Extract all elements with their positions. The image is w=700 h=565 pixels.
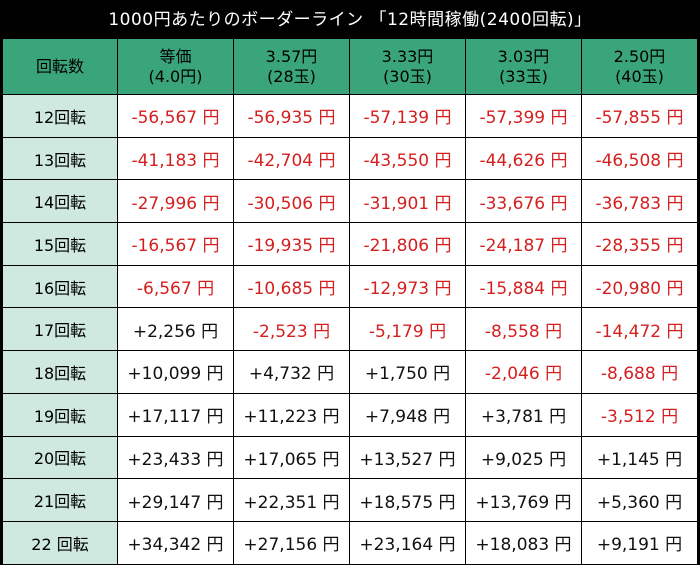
table-row: 16回転 -6,567 円 -10,685 円 -12,973 円 -15,884 円-…	[2, 264, 698, 309]
column-header-sub: (30玉)	[383, 66, 432, 86]
column-header-sub: (28玉)	[267, 66, 316, 86]
table-row: 13回転 -41,183 円 -42,704 円 -43,550 円 -44,626 円…	[2, 136, 698, 181]
value-cell: +27,156 円	[233, 520, 350, 565]
column-header-rate: 等価	[159, 46, 192, 66]
value-cell: -36,783 円	[581, 179, 698, 224]
value-cell: -12,973 円	[349, 264, 466, 309]
value-cell: -3,512 円	[581, 392, 698, 437]
value-cell: +1,145 円	[581, 435, 698, 480]
row-label-header: 回転数	[2, 38, 118, 95]
value-cell: +9,025 円	[465, 435, 582, 480]
value-cell: +4,732 円	[233, 350, 350, 394]
value-cell: +29,147 円	[117, 478, 234, 522]
value-cell: -43,550 円	[349, 136, 466, 181]
value-cell: -5,179 円	[349, 307, 466, 352]
value-cell: +7,948 円	[349, 392, 466, 437]
row-label: 17回転	[2, 307, 118, 352]
value-cell: +17,117 円	[117, 392, 234, 437]
table-row: 18回転 +10,099 円 +4,732 円 +1,750 円 -2,046 円 -8,…	[2, 350, 698, 394]
column-header-sub: (33玉)	[499, 66, 548, 86]
table-row: 19回転 +17,117 円 +11,223 円 +7,948 円 +3,781 円 -3…	[2, 392, 698, 437]
table-title: 1000円あたりのボーダーライン 「12時間稼働(2400回転)」	[2, 2, 698, 38]
value-cell: +5,360 円	[581, 478, 698, 522]
value-cell: +9,191 円	[581, 520, 698, 565]
value-cell: -56,567 円	[117, 94, 234, 138]
value-cell: -31,901 円	[349, 179, 466, 224]
column-header-rate: 2.50円	[613, 46, 666, 66]
header-row: 回転数 等価 (4.0円) 3.57円 (28玉) 3.33円 (30玉) 3.03円…	[2, 38, 698, 95]
value-cell: -27,996 円	[117, 179, 234, 224]
value-cell: -30,506 円	[233, 179, 350, 224]
value-cell: -14,472 円	[581, 307, 698, 352]
value-cell: +3,781 円	[465, 392, 582, 437]
value-cell: -42,704 円	[233, 136, 350, 181]
column-header-sub: (4.0円)	[148, 66, 203, 86]
value-cell: +11,223 円	[233, 392, 350, 437]
table-body: 12回転 -56,567 円 -56,935 円 -57,139 円 -57,399 円…	[2, 94, 698, 565]
table-row: 12回転 -56,567 円 -56,935 円 -57,139 円 -57,399 円…	[2, 94, 698, 138]
value-cell: -56,935 円	[233, 94, 350, 138]
column-header-equal-rate: 等価 (4.0円)	[117, 38, 234, 95]
value-cell: +23,433 円	[117, 435, 234, 480]
table-row: 22 回転 +34,342 円 +27,156 円 +23,164 円 +18,083 …	[2, 520, 698, 565]
border-line-table: 回転数 等価 (4.0円) 3.57円 (28玉) 3.33円 (30玉) 3.03円…	[2, 38, 698, 565]
row-label: 18回転	[2, 350, 118, 394]
value-cell: -19,935 円	[233, 222, 350, 266]
value-cell: -24,187 円	[465, 222, 582, 266]
value-cell: -16,567 円	[117, 222, 234, 266]
table-row: 17回転 +2,256 円 -2,523 円 -5,179 円 -8,558 円 -14,…	[2, 307, 698, 352]
value-cell: +10,099 円	[117, 350, 234, 394]
column-header-rate: 3.03円	[497, 46, 550, 66]
row-label: 12回転	[2, 94, 118, 138]
value-cell: -41,183 円	[117, 136, 234, 181]
value-cell: -8,688 円	[581, 350, 698, 394]
column-header-rate: 3.33円	[381, 46, 434, 66]
value-cell: -21,806 円	[349, 222, 466, 266]
row-label: 22 回転	[2, 520, 118, 565]
table-row: 15回転 -16,567 円 -19,935 円 -21,806 円 -24,187 円…	[2, 222, 698, 266]
column-header-3-03: 3.03円 (33玉)	[465, 38, 582, 95]
value-cell: -6,567 円	[117, 264, 234, 309]
value-cell: +18,083 円	[465, 520, 582, 565]
row-label: 19回転	[2, 392, 118, 437]
value-cell: -20,980 円	[581, 264, 698, 309]
column-header-rate: 3.57円	[265, 46, 318, 66]
value-cell: +1,750 円	[349, 350, 466, 394]
value-cell: -8,558 円	[465, 307, 582, 352]
row-label: 20回転	[2, 435, 118, 480]
value-cell: +23,164 円	[349, 520, 466, 565]
table-row: 21回転 +29,147 円 +22,351 円 +18,575 円 +13,769 円…	[2, 478, 698, 522]
column-header-sub: (40玉)	[615, 66, 664, 86]
value-cell: -57,399 円	[465, 94, 582, 138]
column-header-2-50: 2.50円 (40玉)	[581, 38, 698, 95]
value-cell: -2,046 円	[465, 350, 582, 394]
value-cell: -2,523 円	[233, 307, 350, 352]
column-header-3-57: 3.57円 (28玉)	[233, 38, 350, 95]
value-cell: -44,626 円	[465, 136, 582, 181]
value-cell: +22,351 円	[233, 478, 350, 522]
value-cell: -33,676 円	[465, 179, 582, 224]
row-label: 16回転	[2, 264, 118, 309]
value-cell: -28,355 円	[581, 222, 698, 266]
row-label: 14回転	[2, 179, 118, 224]
value-cell: -15,884 円	[465, 264, 582, 309]
row-label: 15回転	[2, 222, 118, 266]
value-cell: +13,769 円	[465, 478, 582, 522]
value-cell: +18,575 円	[349, 478, 466, 522]
value-cell: -46,508 円	[581, 136, 698, 181]
value-cell: -57,139 円	[349, 94, 466, 138]
column-header-3-33: 3.33円 (30玉)	[349, 38, 466, 95]
value-cell: +2,256 円	[117, 307, 234, 352]
row-label: 13回転	[2, 136, 118, 181]
value-cell: -10,685 円	[233, 264, 350, 309]
table-row: 20回転 +23,433 円 +17,065 円 +13,527 円 +9,025 円 +…	[2, 435, 698, 480]
value-cell: +13,527 円	[349, 435, 466, 480]
value-cell: -57,855 円	[581, 94, 698, 138]
value-cell: +17,065 円	[233, 435, 350, 480]
table-row: 14回転 -27,996 円 -30,506 円 -31,901 円 -33,676 円…	[2, 179, 698, 224]
row-label: 21回転	[2, 478, 118, 522]
value-cell: +34,342 円	[117, 520, 234, 565]
